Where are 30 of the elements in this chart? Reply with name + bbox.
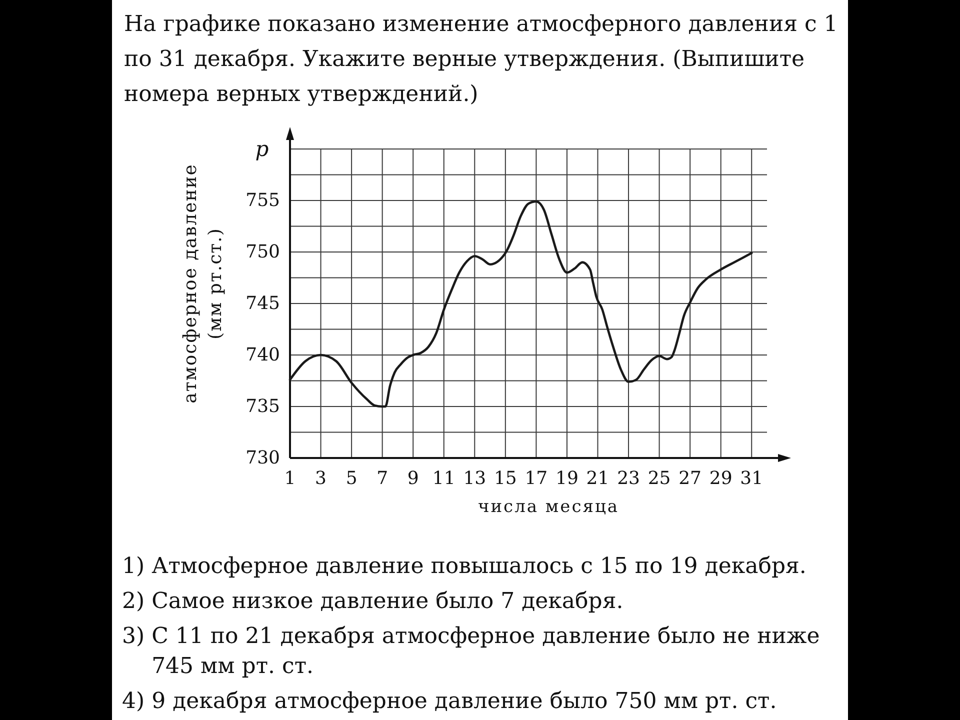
x-axis-title: числа месяца — [478, 497, 620, 517]
x-tick-label: 27 — [678, 468, 702, 489]
x-tick-label: 29 — [709, 468, 732, 489]
x-tick-label: 15 — [494, 468, 517, 489]
x-tick-label: 19 — [556, 468, 578, 489]
text: 4) 9 декабря атмосферное давление было 750 мм рт. ст. — [122, 689, 777, 714]
text: 1) Атмосферное давление повышалось с 15 по 19 декабря. — [122, 554, 806, 579]
text: 2) Самое низкое давление было 7 декабря. — [122, 589, 624, 614]
x-tick-label: 21 — [586, 468, 610, 489]
y-axis-title: атмосферное давление (мм рт.ст.) — [180, 164, 226, 404]
x-tick-label: 5 — [346, 468, 358, 489]
y-tick-label: 755 — [246, 190, 280, 211]
x-tick-label: 17 — [524, 468, 548, 489]
x-tick-label: 3 — [315, 468, 326, 489]
y-tick-label: 745 — [246, 293, 280, 314]
x-tick-label: 13 — [463, 468, 486, 489]
x-tick-label: 31 — [740, 468, 764, 489]
x-tick-label: 11 — [432, 468, 456, 489]
y-tick-label: 735 — [246, 396, 280, 417]
text: 3) С 11 по 21 декабря атмосферное давление было не ниже 745 мм рт. ст. — [122, 624, 820, 679]
x-tick-label: 9 — [407, 468, 419, 489]
y-tick-label: 740 — [246, 344, 280, 366]
text: p — [255, 137, 269, 161]
x-tick-label: 1 — [284, 468, 296, 489]
chart-title: На графике показано изменение атмосферного давления с 1 по 31 декабря. Укажите верные утверждения. (Выпишите номера верных утверждений.) — [124, 12, 838, 107]
y-tick-label: 730 — [246, 448, 280, 468]
y-tick-label: 750 — [246, 242, 280, 262]
x-tick-label: 23 — [617, 468, 640, 489]
x-tick-label: 7 — [376, 468, 388, 489]
x-tick-label: 25 — [648, 468, 671, 489]
